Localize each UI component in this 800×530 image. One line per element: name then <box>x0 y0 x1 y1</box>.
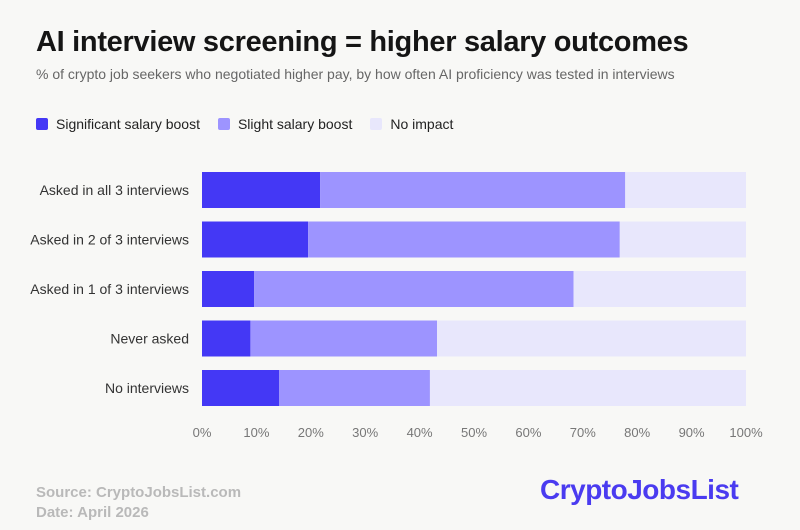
category-label: Asked in 2 of 3 interviews <box>30 232 189 248</box>
x-tick-label: 80% <box>624 425 650 440</box>
x-tick-label: 0% <box>193 425 212 440</box>
stacked-bar-chart: Asked in all 3 interviews Asked in 2 of 3… <box>30 172 763 440</box>
bar-segment-significant <box>202 271 255 307</box>
legend-label-significant: Significant salary boost <box>56 116 200 132</box>
source-text: Source: CryptoJobsList.com <box>36 484 242 501</box>
category-label: Asked in all 3 interviews <box>40 182 189 198</box>
legend-swatch-significant <box>36 118 48 130</box>
footer: Source: CryptoJobsList.com Date: April 2… <box>36 483 241 523</box>
bar-segment-no-impact <box>429 370 746 406</box>
x-tick-label: 70% <box>570 425 596 440</box>
legend: Significant salary boost Slight salary b… <box>36 116 471 132</box>
bar-segment-slight <box>320 172 626 208</box>
legend-item-significant: Significant salary boost <box>36 116 200 132</box>
bar-segment-no-impact <box>437 320 746 357</box>
x-tick-label: 30% <box>352 425 378 440</box>
chart-title: AI interview screening = higher salary o… <box>36 26 689 58</box>
bar-segment-significant <box>202 370 280 406</box>
legend-label-slight: Slight salary boost <box>237 116 353 132</box>
bar-segment-slight <box>254 271 574 307</box>
bar-segment-slight <box>279 370 430 406</box>
x-tick-label: 10% <box>243 425 269 440</box>
x-tick-label: 20% <box>298 425 324 440</box>
bar-segment-no-impact <box>619 221 746 258</box>
legend-swatch-slight <box>217 118 230 130</box>
bar-segment-slight <box>250 320 438 357</box>
legend-item-no-impact: No impact <box>370 116 453 132</box>
date-text: Date: April 2026 <box>36 504 149 521</box>
category-label: Asked in 1 of 3 interviews <box>30 281 189 297</box>
legend-item-slight: Slight salary boost <box>217 116 353 132</box>
category-label: Never asked <box>110 331 189 347</box>
x-tick-label: 100% <box>729 425 763 440</box>
bar-segment-significant <box>202 221 309 258</box>
category-label: No interviews <box>105 380 189 396</box>
bar-segment-significant <box>202 320 251 357</box>
legend-swatch-no-impact <box>370 118 383 130</box>
brand-logo: CryptoJobsList <box>540 474 739 505</box>
bar-segment-no-impact <box>573 271 746 307</box>
x-tick-label: 50% <box>461 425 487 440</box>
bar-segment-slight <box>308 221 620 258</box>
chart-subtitle: % of crypto job seekers who negotiated h… <box>36 66 675 82</box>
bar-segment-significant <box>202 172 321 208</box>
x-tick-label: 40% <box>407 425 433 440</box>
legend-label-no-impact: No impact <box>390 116 454 132</box>
bar-segment-no-impact <box>625 172 746 208</box>
x-tick-label: 60% <box>515 425 541 440</box>
x-tick-label: 90% <box>679 425 705 440</box>
